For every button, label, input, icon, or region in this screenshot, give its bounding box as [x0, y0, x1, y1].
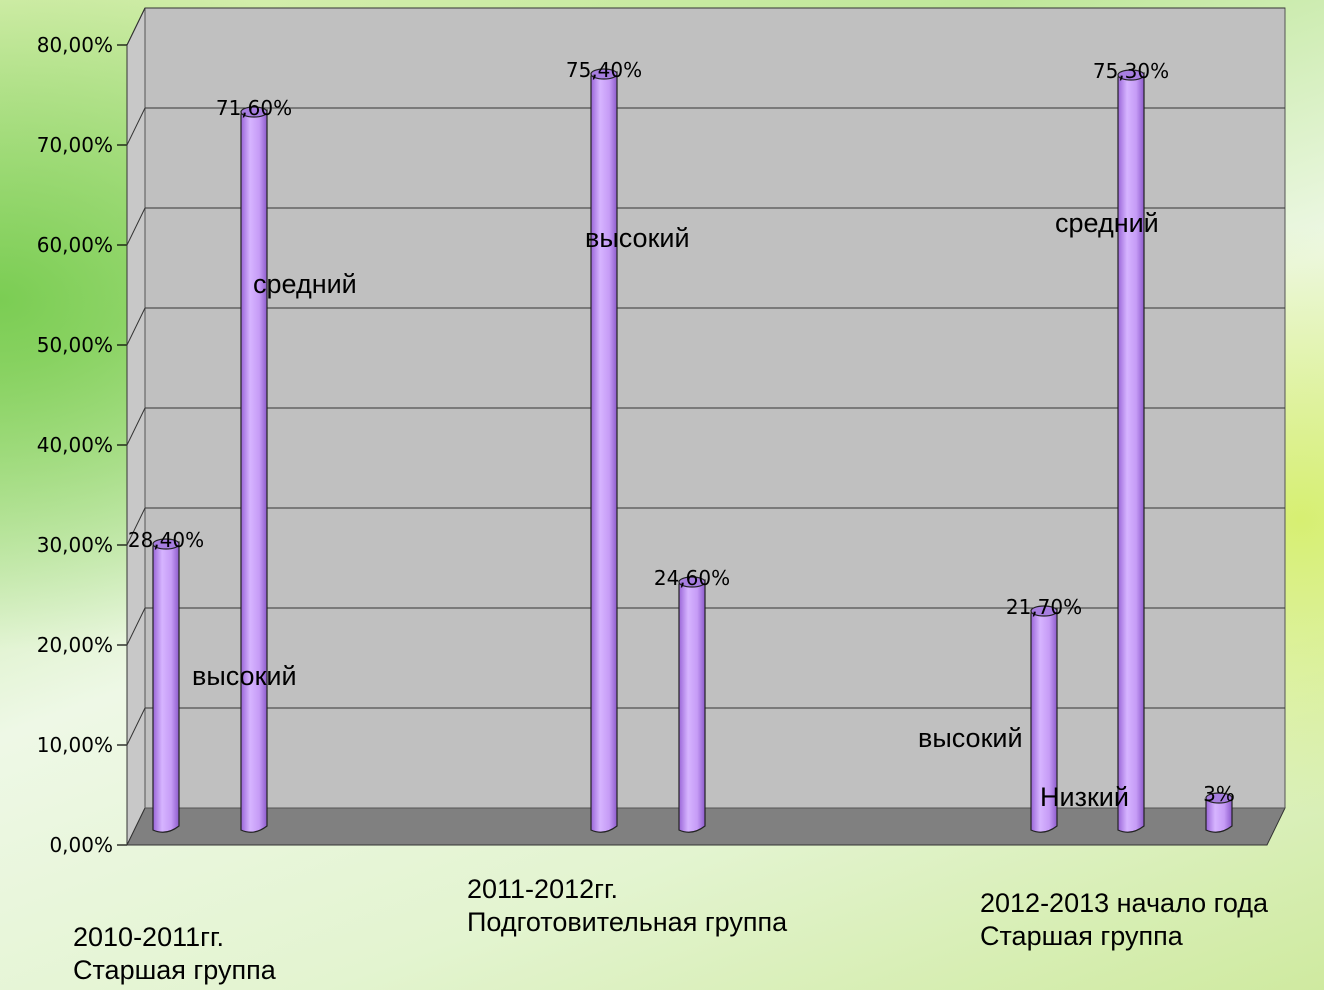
- bar-body: [1030, 608, 1058, 833]
- category-label-2012-2013: 2012-2013 начало года Старшая группа: [980, 887, 1268, 953]
- data-label: 3%: [1203, 782, 1235, 806]
- category-label-2011-2012: 2011-2012гг. Подготовительная группа: [467, 873, 787, 939]
- y-tick-label: 20,00%: [37, 633, 113, 657]
- bar-top: [678, 576, 706, 588]
- bar-top: [590, 68, 618, 80]
- data-label: 21,70%: [1006, 595, 1082, 619]
- bar-body: [590, 71, 618, 833]
- gridline-side: [126, 307, 146, 346]
- bar-top: [240, 106, 268, 118]
- bar-body: [1117, 72, 1145, 833]
- bar: [590, 68, 618, 833]
- gridline-side: [126, 707, 146, 746]
- category-label-line1: 2011-2012гг.: [467, 874, 619, 904]
- y-tick-label: 60,00%: [37, 233, 113, 257]
- annotation-nizkiy: Низкий: [1040, 782, 1129, 812]
- bar: [1030, 605, 1058, 833]
- gridline-side: [126, 607, 146, 646]
- bar-body: [240, 109, 268, 833]
- bar-top: [1030, 605, 1058, 617]
- y-tick-label: 30,00%: [37, 533, 113, 557]
- bar: [1117, 69, 1145, 833]
- annotation-sredniy-1: средний: [253, 269, 357, 299]
- bar: [240, 106, 268, 833]
- chart-floor: [126, 807, 1286, 846]
- bar: [1205, 792, 1233, 833]
- bar: [152, 538, 180, 833]
- gridline-side: [126, 507, 146, 546]
- bar-top: [1205, 792, 1233, 804]
- category-label-2010-2011: 2010-2011гг. Старшая группа: [73, 921, 276, 987]
- annotation-vysokiy-2: высокий: [585, 223, 690, 253]
- y-tick-label: 80,00%: [37, 33, 113, 57]
- gridline-side: [126, 407, 146, 446]
- y-tick-label: 70,00%: [37, 133, 113, 157]
- category-label-line2: Старшая группа: [980, 921, 1183, 951]
- y-tick-label: 10,00%: [37, 733, 113, 757]
- annotation-sredniy-2: средний: [1055, 208, 1159, 238]
- bar-top: [152, 538, 180, 550]
- data-label: 24,60%: [654, 566, 730, 590]
- data-label: 28,40%: [128, 528, 204, 552]
- category-label-line1: 2010-2011гг.: [73, 922, 225, 952]
- annotation-vysokiy-1: высокий: [192, 661, 297, 691]
- gridline-side: [126, 107, 146, 146]
- category-label-line2: Подготовительная группа: [467, 907, 788, 937]
- bar-body: [152, 541, 180, 833]
- category-label-line2: Старшая группа: [73, 955, 276, 985]
- data-label: 75,40%: [566, 58, 642, 82]
- bar-top: [1117, 69, 1145, 81]
- annotation-vysokiy-3: высокий: [918, 723, 1023, 753]
- data-label: 71,60%: [216, 96, 292, 120]
- gridline-side: [126, 207, 146, 246]
- y-tick-label: 50,00%: [37, 333, 113, 357]
- y-tick-label: 0,00%: [49, 833, 113, 857]
- data-label: 75,30%: [1093, 59, 1169, 83]
- bar-body: [678, 579, 706, 833]
- gridline-side: [126, 7, 146, 46]
- y-tick-label: 40,00%: [37, 433, 113, 457]
- bar-body: [1205, 795, 1233, 833]
- bar: [678, 576, 706, 833]
- category-label-line1: 2012-2013 начало года: [980, 888, 1269, 918]
